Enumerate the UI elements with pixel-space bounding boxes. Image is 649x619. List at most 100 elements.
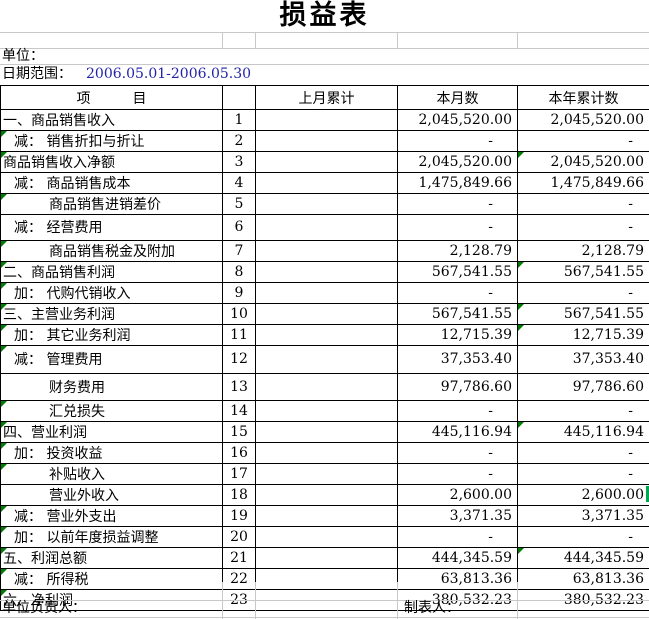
- item-cell[interactable]: 加： 其它业务利润: [0, 323, 223, 346]
- col-header-year-total[interactable]: 本年累计数: [517, 85, 649, 110]
- this-month-cell[interactable]: -: [397, 130, 518, 152]
- line-number-cell[interactable]: 10: [222, 302, 256, 325]
- item-cell[interactable]: 商品销售收入净额: [0, 151, 223, 173]
- year-total-cell[interactable]: 97,786.60: [517, 372, 649, 401]
- last-month-cell[interactable]: [255, 547, 398, 569]
- year-total-cell[interactable]: 12,715.39: [517, 323, 649, 346]
- item-cell[interactable]: 三、主营业务利润: [0, 302, 223, 325]
- year-total-cell[interactable]: -: [517, 281, 649, 304]
- year-total-cell[interactable]: 445,116.94: [517, 421, 649, 443]
- last-month-cell[interactable]: [255, 400, 398, 422]
- line-number-cell[interactable]: 18: [222, 484, 256, 506]
- line-number-cell[interactable]: 4: [222, 172, 256, 194]
- this-month-cell[interactable]: 2,128.79: [397, 239, 518, 262]
- item-cell[interactable]: 二、商品销售利润: [0, 260, 223, 283]
- line-number-cell[interactable]: 8: [222, 260, 256, 283]
- this-month-cell[interactable]: -: [397, 193, 518, 215]
- this-month-cell[interactable]: -: [397, 442, 518, 464]
- line-number-cell[interactable]: 14: [222, 400, 256, 422]
- year-total-cell[interactable]: 444,345.59: [517, 547, 649, 569]
- this-month-cell[interactable]: 567,541.55: [397, 260, 518, 283]
- this-month-cell[interactable]: 444,345.59: [397, 547, 518, 569]
- item-cell[interactable]: 汇兑损失: [0, 400, 223, 422]
- this-month-cell[interactable]: 445,116.94: [397, 421, 518, 443]
- last-month-cell[interactable]: [255, 193, 398, 215]
- item-cell[interactable]: 加： 代购代销收入: [0, 281, 223, 304]
- this-month-cell[interactable]: 37,353.40: [397, 344, 518, 374]
- item-cell[interactable]: 营业外收入: [0, 484, 223, 506]
- item-cell[interactable]: 商品销售进销差价: [0, 193, 223, 215]
- last-month-cell[interactable]: [255, 130, 398, 152]
- last-month-cell[interactable]: [255, 372, 398, 401]
- line-number-cell[interactable]: 22: [222, 568, 256, 590]
- last-month-cell[interactable]: [255, 323, 398, 346]
- last-month-cell[interactable]: [255, 109, 398, 131]
- col-header-last-month[interactable]: 上月累计: [255, 85, 398, 110]
- this-month-cell[interactable]: 2,600.00: [397, 484, 518, 506]
- last-month-cell[interactable]: [255, 214, 398, 241]
- line-number-cell[interactable]: 6: [222, 214, 256, 241]
- last-month-cell[interactable]: [255, 239, 398, 262]
- this-month-cell[interactable]: -: [397, 400, 518, 422]
- item-cell[interactable]: 加： 以前年度损益调整: [0, 526, 223, 548]
- item-cell[interactable]: 五、利润总额: [0, 547, 223, 569]
- line-number-cell[interactable]: 16: [222, 442, 256, 464]
- year-total-cell[interactable]: -: [517, 193, 649, 215]
- year-total-cell[interactable]: 63,813.36: [517, 568, 649, 590]
- year-total-cell[interactable]: -: [517, 463, 649, 485]
- line-number-cell[interactable]: 19: [222, 505, 256, 527]
- this-month-cell[interactable]: -: [397, 463, 518, 485]
- year-total-cell[interactable]: 2,128.79: [517, 239, 649, 262]
- item-cell[interactable]: 减： 营业外支出: [0, 505, 223, 527]
- last-month-cell[interactable]: [255, 484, 398, 506]
- this-month-cell[interactable]: 63,813.36: [397, 568, 518, 590]
- last-month-cell[interactable]: [255, 421, 398, 443]
- line-number-cell[interactable]: 11: [222, 323, 256, 346]
- year-total-cell[interactable]: 567,541.55: [517, 260, 649, 283]
- line-number-cell[interactable]: 5: [222, 193, 256, 215]
- this-month-cell[interactable]: 567,541.55: [397, 302, 518, 325]
- item-cell[interactable]: 财务费用: [0, 372, 223, 401]
- last-month-cell[interactable]: [255, 281, 398, 304]
- col-header-line-no[interactable]: [222, 85, 256, 110]
- year-total-cell[interactable]: -: [517, 526, 649, 548]
- line-number-cell[interactable]: 20: [222, 526, 256, 548]
- this-month-cell[interactable]: 1,475,849.66: [397, 172, 518, 194]
- this-month-cell[interactable]: -: [397, 214, 518, 241]
- line-number-cell[interactable]: 7: [222, 239, 256, 262]
- last-month-cell[interactable]: [255, 151, 398, 173]
- this-month-cell[interactable]: 2,045,520.00: [397, 151, 518, 173]
- this-month-cell[interactable]: -: [397, 281, 518, 304]
- this-month-cell[interactable]: 97,786.60: [397, 372, 518, 401]
- item-cell[interactable]: 四、营业利润: [0, 421, 223, 443]
- last-month-cell[interactable]: [255, 302, 398, 325]
- year-total-cell[interactable]: -: [517, 214, 649, 241]
- item-cell[interactable]: 一、商品销售收入: [0, 109, 223, 131]
- item-cell[interactable]: 减： 管理费用: [0, 344, 223, 374]
- last-month-cell[interactable]: [255, 442, 398, 464]
- line-number-cell[interactable]: 1: [222, 109, 256, 131]
- last-month-cell[interactable]: [255, 463, 398, 485]
- year-total-cell[interactable]: 3,371.35: [517, 505, 649, 527]
- year-total-cell[interactable]: 1,475,849.66: [517, 172, 649, 194]
- year-total-cell[interactable]: -: [517, 442, 649, 464]
- line-number-cell[interactable]: 13: [222, 372, 256, 401]
- line-number-cell[interactable]: 2: [222, 130, 256, 152]
- year-total-cell[interactable]: -: [517, 130, 649, 152]
- item-cell[interactable]: 减： 所得税: [0, 568, 223, 590]
- item-cell[interactable]: 减： 商品销售成本: [0, 172, 223, 194]
- item-cell[interactable]: 减： 销售折扣与折让: [0, 130, 223, 152]
- last-month-cell[interactable]: [255, 260, 398, 283]
- year-total-cell[interactable]: -: [517, 400, 649, 422]
- this-month-cell[interactable]: 12,715.39: [397, 323, 518, 346]
- this-month-cell[interactable]: 3,371.35: [397, 505, 518, 527]
- this-month-cell[interactable]: -: [397, 526, 518, 548]
- year-total-cell[interactable]: 2,045,520.00: [517, 151, 649, 173]
- item-cell[interactable]: 减： 经营费用: [0, 214, 223, 241]
- line-number-cell[interactable]: 21: [222, 547, 256, 569]
- last-month-cell[interactable]: [255, 505, 398, 527]
- last-month-cell[interactable]: [255, 568, 398, 590]
- line-number-cell[interactable]: 12: [222, 344, 256, 374]
- last-month-cell[interactable]: [255, 344, 398, 374]
- last-month-cell[interactable]: [255, 172, 398, 194]
